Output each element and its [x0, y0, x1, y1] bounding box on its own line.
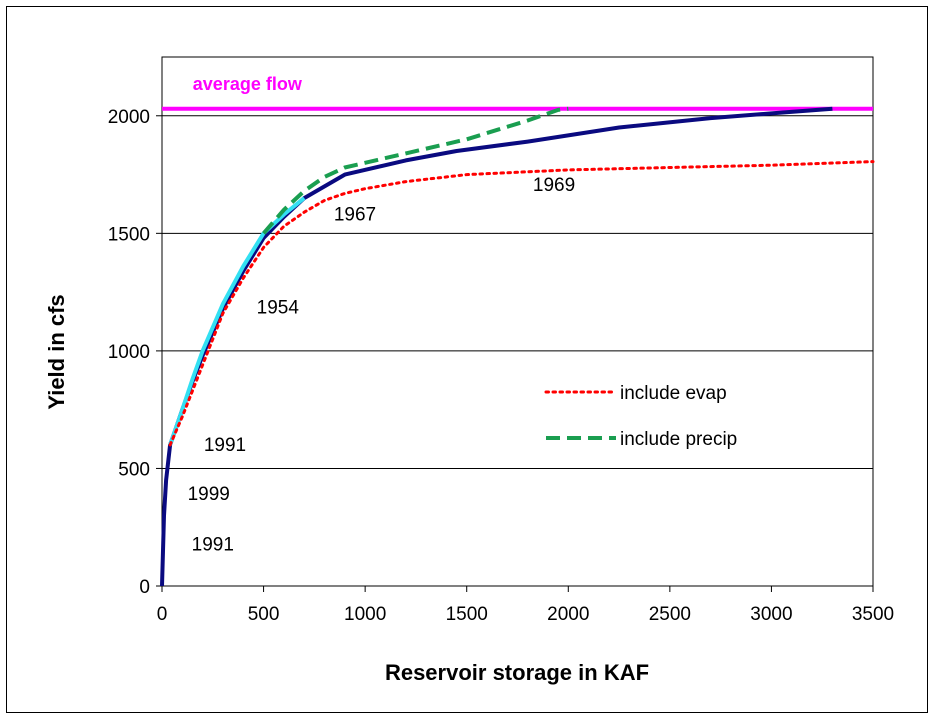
annotations: average flow 1969 1967 1954 1991 1999 1991 [188, 74, 576, 556]
x-tick-label-1500: 1500 [446, 604, 488, 625]
x-axis: 0 500 1000 1500 2000 2500 3000 3500 [157, 586, 894, 625]
legend-label-include-precip: include precip [620, 429, 737, 450]
y-tick-label-500: 500 [118, 459, 150, 480]
series-base-line [160, 106, 833, 587]
series-include-evap-line [168, 160, 875, 447]
series-layer [160, 106, 875, 587]
y-tick-label-0: 0 [139, 577, 150, 598]
series-include-precip-line [262, 106, 569, 235]
x-tick-label-2000: 2000 [547, 604, 589, 625]
annotation-1969-1: 1969 [533, 175, 575, 196]
x-tick-label-3000: 3000 [750, 604, 792, 625]
y-tick-label-1000: 1000 [108, 342, 150, 363]
y-tick-label-1500: 1500 [108, 224, 150, 245]
plot-area [161, 56, 874, 587]
y-axis-title: Yield in cfs [44, 294, 69, 409]
annotation-1999-5: 1999 [188, 484, 230, 505]
x-tick-label-500: 500 [248, 604, 280, 625]
x-tick-label-1000: 1000 [344, 604, 386, 625]
x-axis-title: Reservoir storage in KAF [385, 660, 649, 685]
annotation-1991-4: 1991 [204, 435, 246, 456]
x-tick-label-3500: 3500 [852, 604, 894, 625]
annotation-1954-3: 1954 [257, 297, 300, 318]
legend-label-include-evap: include evap [620, 383, 727, 404]
legend: include evap include precip [544, 383, 737, 450]
annotation-average-flow-0: average flow [193, 74, 303, 94]
x-tick-label-0: 0 [157, 604, 168, 625]
annotation-1991-6: 1991 [192, 535, 234, 556]
gridlines [162, 115, 873, 469]
x-tick-label-2500: 2500 [649, 604, 691, 625]
annotation-1967-2: 1967 [334, 204, 376, 225]
y-tick-label-2000: 2000 [108, 107, 150, 128]
chart-border [6, 6, 928, 713]
y-axis: 0 500 1000 1500 2000 [108, 107, 162, 598]
